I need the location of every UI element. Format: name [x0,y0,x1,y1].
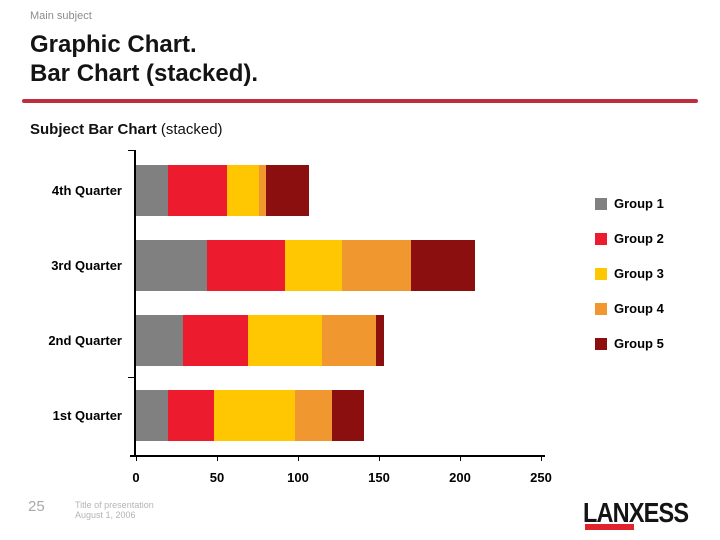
x-axis-tick-label: 250 [530,470,552,485]
page-title-line1: Graphic Chart. [30,31,197,58]
value-axis-tick [128,377,134,378]
legend-item: Group 3 [595,266,664,281]
chart-subtitle-bold: Subject Bar Chart [30,121,157,138]
category-label: 1st Quarter [52,407,122,423]
legend-label: Group 5 [614,336,664,351]
category-axis-line [130,455,545,457]
bar-segment-group-5 [265,165,310,216]
bar-segment-group-3 [285,240,342,291]
legend-swatch-icon [595,267,607,280]
legend-swatch-icon [595,337,607,350]
category-label: 2nd Quarter [48,332,122,348]
eyebrow-label: Main subject [30,10,92,22]
bar-segment-group-2 [168,165,227,216]
bar-segment-group-5 [375,315,384,366]
bar-segment-group-5 [411,240,475,291]
bar-segment-group-1 [136,315,183,366]
legend-label: Group 2 [614,231,664,246]
x-axis-tick-label: 50 [209,470,225,485]
bar-segment-group-2 [182,315,248,366]
bar-segment-group-1 [136,390,169,441]
legend-item: Group 2 [595,231,664,246]
bar-segment-group-4 [259,165,266,216]
category-label: 4th Quarter [51,182,122,198]
lanxess-logo-red-bar [585,524,634,530]
x-axis-tick-label: 0 [132,470,140,485]
footer-meta: Title of presentation August 1, 2006 [75,500,154,520]
chart-subtitle-rest: (stacked) [156,121,223,138]
x-axis-tick [541,457,542,461]
bar-segment-group-5 [332,390,365,441]
legend-label: Group 1 [614,196,664,211]
bar-segment-group-2 [207,240,286,291]
x-axis-tick [379,457,380,461]
bar-segment-group-3 [247,315,323,366]
footer-presentation-title: Title of presentation [75,500,154,510]
bar-segment-group-4 [294,390,332,441]
lanxess-logo-text: LANXESS [583,497,689,528]
x-axis-tick-label: 100 [287,470,309,485]
bar-segment-group-3 [213,390,295,441]
chart-subtitle: Subject Bar Chart (stacked) [30,121,223,138]
value-axis-tick [128,150,134,151]
x-axis-tick [298,457,299,461]
bar-row [136,165,310,216]
legend-label: Group 3 [614,266,664,281]
x-axis-tick [217,457,218,461]
legend-item: Group 5 [595,336,664,351]
lanxess-logo: LANXESS [583,497,713,533]
legend-swatch-icon [595,197,607,210]
x-axis-tick-label: 200 [449,470,471,485]
category-label: 3rd Quarter [51,257,122,273]
bar-segment-group-4 [322,315,376,366]
legend-swatch-icon [595,232,607,245]
legend-label: Group 4 [614,301,664,316]
page-number: 25 [28,498,45,515]
legend-item: Group 1 [595,196,664,211]
x-axis-tick-label: 150 [368,470,390,485]
footer-date: August 1, 2006 [75,510,136,520]
legend-swatch-icon [595,302,607,315]
bar-row [136,240,475,291]
bar-segment-group-4 [341,240,412,291]
bar-segment-group-1 [136,240,208,291]
x-axis-tick [136,457,137,461]
x-axis-tick [460,457,461,461]
bar-row [136,390,365,441]
value-axis-line [134,150,136,456]
page-title: Graphic Chart. Bar Chart (stacked). [30,30,258,88]
bar-segment-group-3 [226,165,260,216]
chart-legend: Group 1 Group 2 Group 3 Group 4 Group 5 [595,196,664,372]
bar-row [136,315,384,366]
page-title-line2: Bar Chart (stacked). [30,60,259,87]
bar-segment-group-1 [136,165,169,216]
bar-segment-group-2 [168,390,214,441]
legend-item: Group 4 [595,301,664,316]
title-divider-rule [22,99,698,103]
